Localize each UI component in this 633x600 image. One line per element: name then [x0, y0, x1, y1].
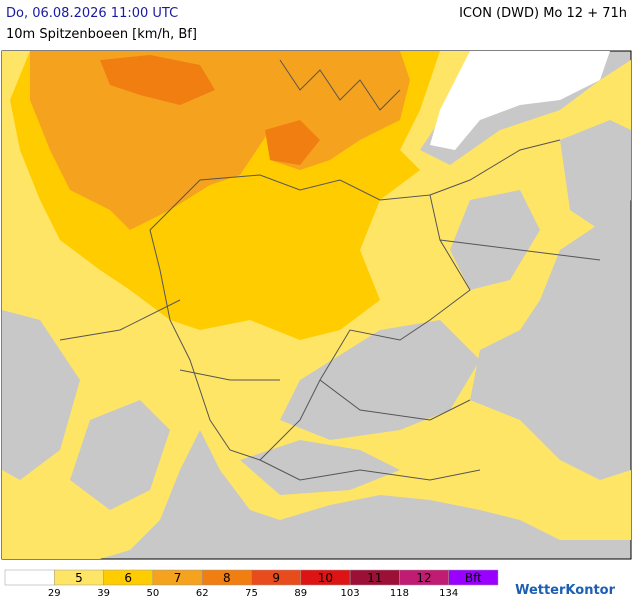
parameter: 10m Spitzenboeen [km/h, Bf]: [6, 27, 197, 42]
legend-kmh-label: 118: [390, 588, 409, 599]
legend-bft-label: 9: [272, 571, 280, 585]
logo: WetterKontor: [515, 583, 616, 598]
legend-kmh-label: 62: [196, 588, 209, 599]
legend-kmh-label: 89: [294, 588, 307, 599]
legend-bft-label: 6: [124, 571, 132, 585]
legend-kmh-label: 39: [97, 588, 110, 599]
legend-bft-label: 11: [367, 571, 382, 585]
legend-kmh-label: 50: [147, 588, 160, 599]
legend-kmh-label: 103: [341, 588, 360, 599]
map: [1, 50, 632, 560]
legend-bft-label: 8: [223, 571, 231, 585]
legend-bft-label: 10: [318, 571, 333, 585]
legend-swatch: [448, 569, 499, 586]
forecast-time: Do, 06.08.2026 11:00 UTC: [6, 6, 179, 21]
legend-kmh-label: 134: [439, 588, 458, 599]
legend-bft-label: Bft: [465, 571, 482, 585]
model-run: ICON (DWD) Mo 12 + 71h: [459, 6, 627, 21]
legend-bft-label: 5: [75, 571, 83, 585]
legend-kmh-label: 75: [245, 588, 258, 599]
legend-bft-label: 7: [174, 571, 182, 585]
legend-bft-label: 12: [416, 571, 431, 585]
legend-swatch: [4, 569, 55, 586]
legend-kmh-label: 29: [48, 588, 61, 599]
